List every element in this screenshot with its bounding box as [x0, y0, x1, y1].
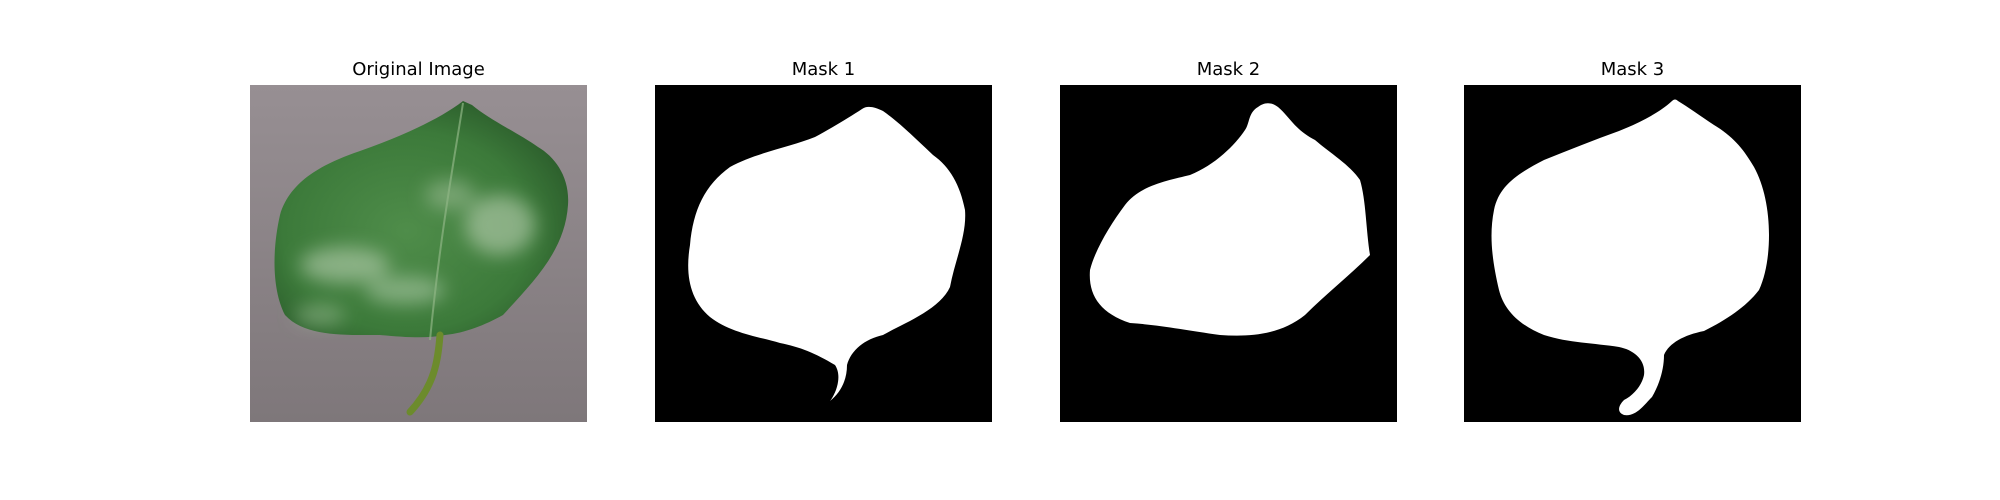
panel-title: Mask 1: [791, 59, 856, 80]
panel-mask-2: Mask 2: [1060, 58, 1397, 428]
mask-image: [1464, 85, 1801, 422]
panel-title: Original Image: [352, 59, 485, 80]
mask-region: [1089, 103, 1370, 336]
panel-title: Mask 2: [1196, 59, 1261, 80]
leaf-photo: [250, 85, 587, 422]
leaf-stem: [406, 331, 444, 416]
leaf-midrib: [429, 102, 464, 341]
panel-original-image: Original Image: [250, 58, 587, 428]
mask-image: [655, 85, 992, 422]
panel-mask-1: Mask 1: [655, 58, 992, 428]
mask-image: [1060, 85, 1397, 422]
panel-title: Mask 3: [1600, 59, 1665, 80]
panel-mask-3: Mask 3: [1464, 58, 1801, 428]
mask-region: [688, 106, 966, 402]
mask-region: [1491, 99, 1769, 416]
mildew-patches: [295, 180, 535, 325]
